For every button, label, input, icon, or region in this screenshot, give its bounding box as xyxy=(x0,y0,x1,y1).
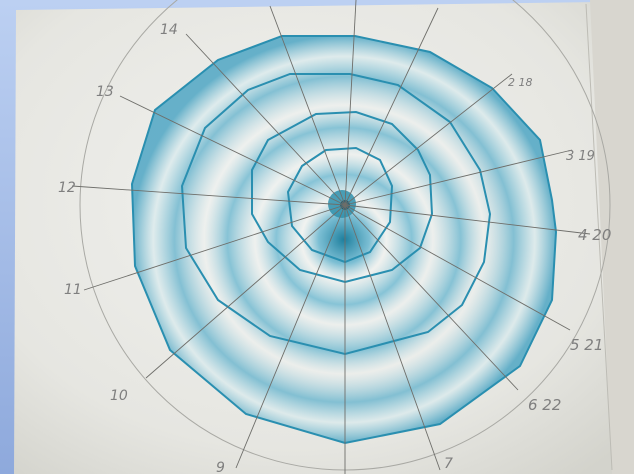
label-10: 10 xyxy=(110,388,128,404)
label-19: 3 19 xyxy=(566,149,595,164)
label-9: 9 xyxy=(216,460,225,474)
spiral-ring-2 xyxy=(251,110,434,284)
paper-edge xyxy=(590,0,634,474)
spiral-ring-3 xyxy=(180,73,492,356)
label-21: 5 21 xyxy=(570,336,603,354)
label-12: 12 xyxy=(58,180,76,196)
spiral-shading xyxy=(130,35,558,445)
label-20: 4 20 xyxy=(578,226,611,244)
label-13: 13 xyxy=(96,84,114,100)
label-22: 6 22 xyxy=(528,396,561,414)
label-18: 2 18 xyxy=(508,76,533,89)
label-7: 7 xyxy=(444,456,453,472)
label-14: 14 xyxy=(160,22,178,38)
label-11: 11 xyxy=(64,282,82,298)
radial-lines xyxy=(71,0,591,474)
spiral-ring-1 xyxy=(286,146,394,264)
